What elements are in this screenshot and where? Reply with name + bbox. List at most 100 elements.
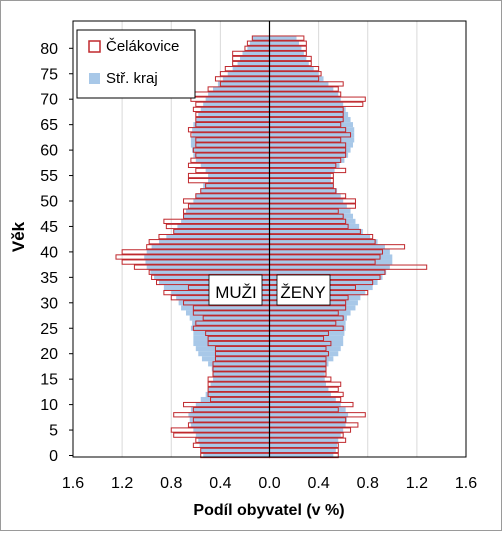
- bar-str-kraj-men-age-19: [201, 356, 270, 362]
- bar-str-kraj-men-age-36: [150, 269, 270, 275]
- x-tick-label-5: 0.4: [308, 475, 330, 492]
- bar-str-kraj-men-age-14: [210, 381, 270, 387]
- bar-str-kraj-men-age-41: [151, 244, 270, 250]
- x-tick-label-3: 0.4: [209, 475, 231, 492]
- bar-str-kraj-women-age-71: [269, 91, 339, 97]
- bar-str-kraj-women-age-68: [269, 106, 346, 112]
- bar-str-kraj-men-age-77: [237, 61, 270, 67]
- bar-str-kraj-men-age-16: [213, 371, 270, 377]
- bar-str-kraj-men-age-76: [232, 66, 270, 72]
- bar-str-kraj-women-age-63: [269, 132, 355, 138]
- bar-str-kraj-men-age-69: [203, 101, 270, 107]
- x-tick-label-0: 1.6: [62, 475, 84, 492]
- bar-str-kraj-women-age-11: [269, 396, 336, 403]
- bar-str-kraj-men-age-37: [146, 264, 270, 270]
- bar-str-kraj-men-age-78: [240, 55, 270, 62]
- bar-str-kraj-men-age-46: [181, 218, 270, 224]
- women-annotation-text: ŽENY: [280, 283, 325, 302]
- bar-str-kraj-women-age-54: [269, 178, 331, 184]
- y-tick-label-12: 60: [40, 143, 58, 160]
- women-annotation-box: [276, 274, 331, 306]
- y-tick-label-14: 70: [40, 92, 58, 109]
- x-tick-labels: 1.6 1.2 0.8 0.4 0.0 0.4 0.8 1.2 1.6: [62, 475, 477, 492]
- bar-str-kraj-women-age-50: [269, 198, 344, 204]
- bar-str-kraj-women-age-37: [269, 264, 390, 270]
- bar-str-kraj-men-age-10: [195, 402, 270, 408]
- x-tick-label-4: 0.0: [258, 475, 280, 492]
- bar-str-kraj-women-age-39: [269, 254, 393, 260]
- bar-str-kraj-women-age-82: [269, 35, 297, 41]
- bar-str-kraj-women-age-8: [269, 412, 349, 418]
- x-tick-label-8: 1.6: [455, 475, 477, 492]
- bar-str-kraj-women-age-56: [269, 167, 335, 174]
- bar-str-kraj-women-age-47: [269, 213, 354, 219]
- bar-str-kraj-women-age-17: [269, 366, 326, 372]
- legend: Čelákovice Stř. kraj: [76, 29, 196, 99]
- bar-str-kraj-women-age-9: [269, 407, 346, 413]
- bar-str-kraj-women-age-5: [269, 427, 344, 433]
- bar-str-kraj-men-age-50: [193, 198, 270, 204]
- bar-str-kraj-men-age-18: [208, 361, 270, 367]
- bar-str-kraj-men-age-42: [158, 239, 270, 245]
- bar-str-kraj-men-age-61: [190, 142, 270, 148]
- bar-str-kraj-women-age-40: [269, 249, 390, 255]
- bar-str-kraj-men-age-47: [183, 213, 270, 219]
- bar-str-kraj-men-age-74: [222, 76, 270, 82]
- bar-str-kraj-women-age-21: [269, 346, 341, 352]
- bar-str-kraj-men-age-48: [185, 208, 270, 214]
- bar-str-kraj-men-age-0: [203, 452, 270, 459]
- y-axis-label: Věk: [9, 221, 28, 252]
- bar-str-kraj-men-age-23: [193, 335, 270, 341]
- bar-str-kraj-women-age-14: [269, 381, 326, 387]
- bar-str-kraj-women-age-49: [269, 203, 347, 209]
- bar-str-kraj-men-age-45: [177, 223, 270, 229]
- bar-str-kraj-women-age-48: [269, 208, 351, 214]
- bar-str-kraj-women-age-25: [269, 325, 346, 331]
- bar-str-kraj-women-age-0: [269, 452, 334, 459]
- bar-str-kraj-men-age-52: [200, 188, 270, 194]
- bar-str-kraj-men-age-5: [193, 427, 270, 433]
- y-tick-label-10: 50: [40, 194, 58, 211]
- bar-str-kraj-women-age-13: [269, 386, 329, 392]
- bar-str-kraj-women-age-69: [269, 101, 344, 107]
- y-tick-label-11: 55: [40, 168, 58, 185]
- bar-str-kraj-men-age-55: [208, 173, 270, 179]
- bar-str-kraj-men-age-68: [200, 106, 270, 112]
- bar-str-kraj-men-age-65: [193, 122, 270, 128]
- bar-str-kraj-women-age-44: [269, 228, 363, 235]
- bar-str-kraj-women-age-16: [269, 371, 325, 377]
- bar-str-kraj-women-age-75: [269, 71, 319, 77]
- bar-str-kraj-women-age-19: [269, 356, 334, 362]
- bar-str-kraj-women-age-77: [269, 61, 309, 67]
- bar-str-kraj-women-age-23: [269, 335, 344, 341]
- bar-str-kraj-men-age-56: [205, 167, 270, 174]
- bar-str-kraj-women-age-2: [269, 442, 338, 448]
- bar-str-kraj-men-age-59: [193, 152, 270, 158]
- legend-label-str-kraj: Stř. kraj: [106, 70, 158, 87]
- bar-str-kraj-men-age-79: [242, 50, 270, 56]
- y-tick-label-13: 65: [40, 117, 58, 134]
- bar-str-kraj-men-age-25: [190, 325, 270, 331]
- y-tick-label-4: 20: [40, 346, 58, 363]
- bar-str-kraj-women-age-29: [269, 305, 356, 311]
- x-tick-label-6: 0.8: [357, 475, 379, 492]
- bar-str-kraj-women-age-12: [269, 391, 331, 397]
- bar-str-kraj-women-age-59: [269, 152, 349, 158]
- bar-str-kraj-women-age-57: [269, 162, 340, 168]
- x-tick-label-7: 1.2: [406, 475, 428, 492]
- x-tick-label-1: 1.2: [111, 475, 133, 492]
- legend-swatch-str-kraj: [89, 73, 100, 84]
- bar-str-kraj-women-age-73: [269, 81, 329, 87]
- y-tick-label-7: 35: [40, 270, 58, 287]
- bar-str-kraj-men-age-28: [185, 310, 270, 316]
- bar-str-kraj-women-age-76: [269, 66, 314, 72]
- bar-str-kraj-women-age-72: [269, 86, 334, 92]
- bar-str-kraj-men-age-4: [195, 432, 270, 438]
- bar-str-kraj-women-age-55: [269, 173, 331, 179]
- bar-str-kraj-women-age-15: [269, 376, 325, 382]
- bar-str-kraj-men-age-57: [200, 162, 270, 168]
- bar-str-kraj-men-age-51: [195, 193, 270, 199]
- y-tick-label-0: 0: [49, 448, 58, 465]
